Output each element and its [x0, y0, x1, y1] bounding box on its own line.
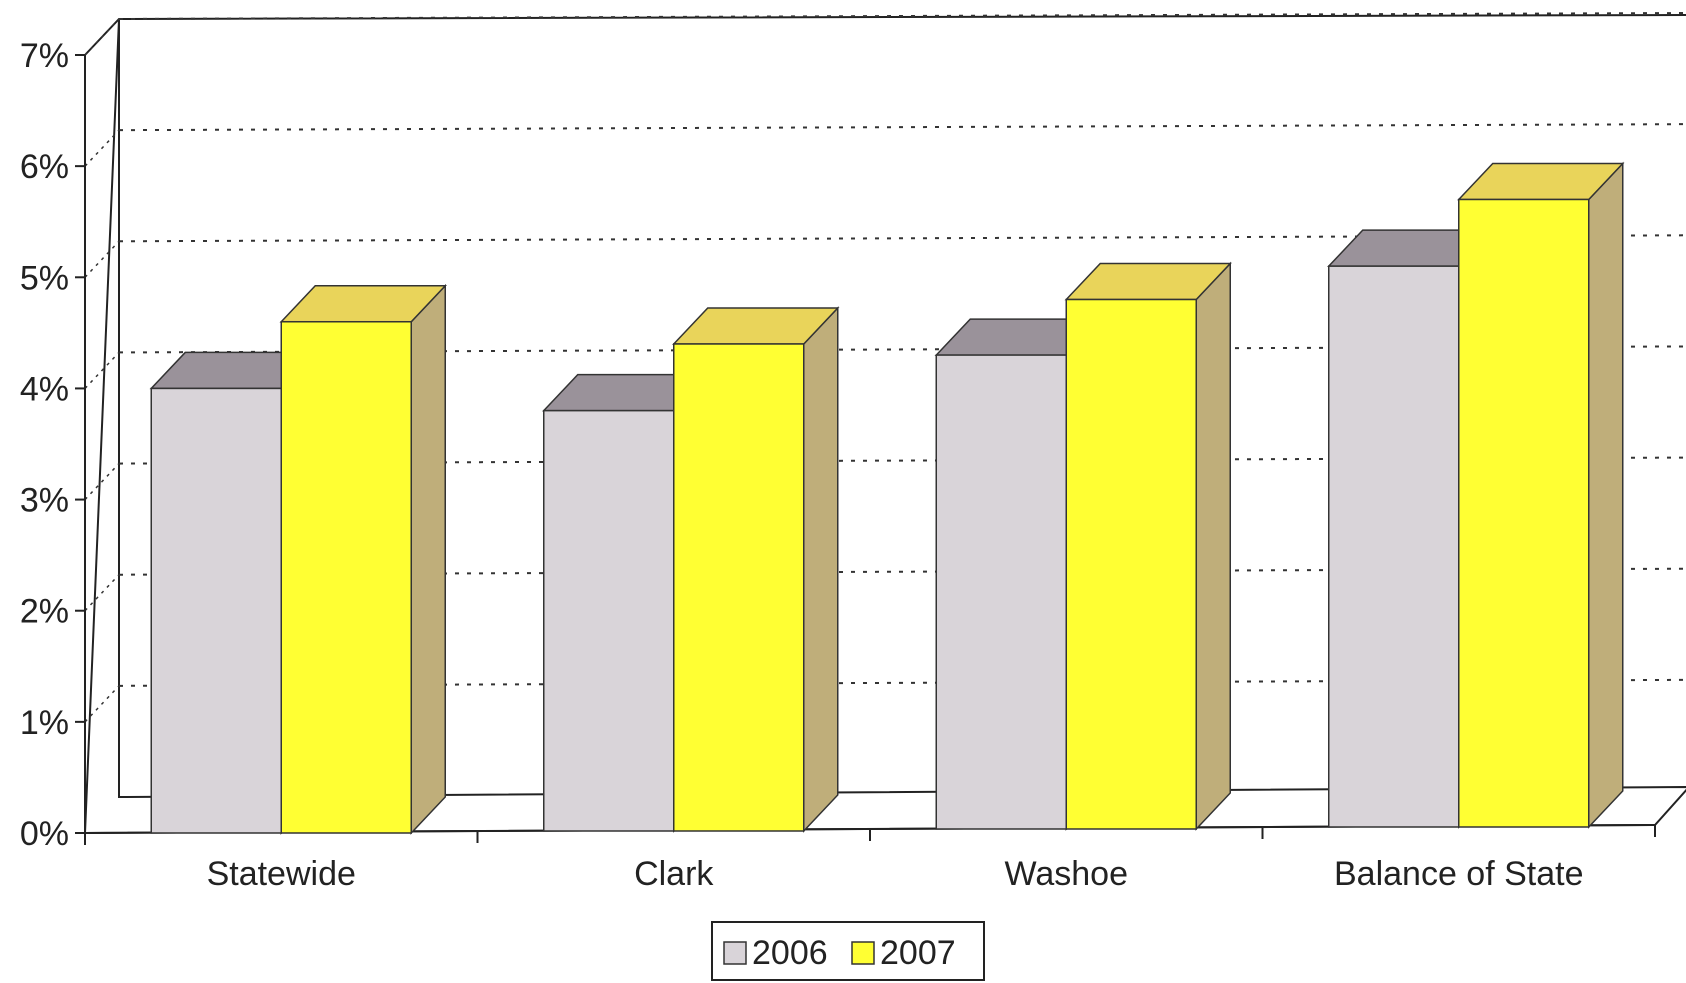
category-label: Washoe — [1005, 855, 1128, 893]
gridline-diagonal — [84, 574, 120, 612]
bar-side-2007-Clark — [803, 306, 839, 833]
gridline — [118, 123, 1686, 132]
gridline-diagonal — [84, 240, 120, 278]
bar-2006-Balance of State — [1328, 265, 1460, 828]
gridline — [118, 12, 1686, 20]
bar-2006-Statewide — [150, 387, 282, 834]
bar-2007-Clark — [673, 343, 805, 832]
legend-box — [711, 921, 985, 981]
legend: 2006 2007 — [711, 921, 985, 981]
y-tick-label: 1% — [20, 704, 69, 742]
gridline-diagonal — [84, 18, 120, 56]
gridline-diagonal — [84, 129, 120, 167]
y-tick-label: 0% — [20, 815, 69, 853]
category-labels: Statewide Clark Washoe Balance of State — [207, 855, 1584, 893]
y-tick-label: 3% — [20, 482, 69, 520]
bar-side-2007-Washoe — [1195, 261, 1231, 831]
bar-2007-Statewide — [280, 320, 412, 834]
legend-swatch-2006 — [723, 941, 747, 965]
legend-label-2006: 2006 — [752, 934, 828, 972]
legend-label-2007: 2007 — [880, 934, 956, 972]
gridline-diagonal — [84, 463, 120, 501]
category-label: Clark — [634, 855, 714, 893]
y-tick-label: 5% — [20, 259, 69, 297]
y-tick-label: 7% — [20, 37, 69, 75]
gridline-diagonal — [84, 351, 120, 389]
gridline-diagonal — [84, 685, 120, 723]
bar-side-2007-Balance of State — [1588, 161, 1624, 829]
bar-2006-Washoe — [935, 354, 1067, 830]
y-axis: 0% 1% 2% 3% 4% 5% 6% 7% — [20, 37, 86, 853]
category-label: Statewide — [207, 855, 356, 893]
bar-2006-Clark — [543, 409, 675, 832]
y-tick-label: 4% — [20, 370, 69, 408]
bars — [149, 161, 1625, 835]
bar-2007-Balance of State — [1458, 198, 1590, 828]
bar-side-2007-Statewide — [410, 283, 446, 835]
category-label: Balance of State — [1334, 855, 1584, 893]
y-tick-label: 6% — [20, 148, 69, 186]
floor — [83, 18, 1686, 835]
legend-swatch-2007 — [851, 941, 875, 965]
bar-2007-Washoe — [1065, 298, 1197, 830]
y-tick-label: 2% — [20, 593, 69, 631]
